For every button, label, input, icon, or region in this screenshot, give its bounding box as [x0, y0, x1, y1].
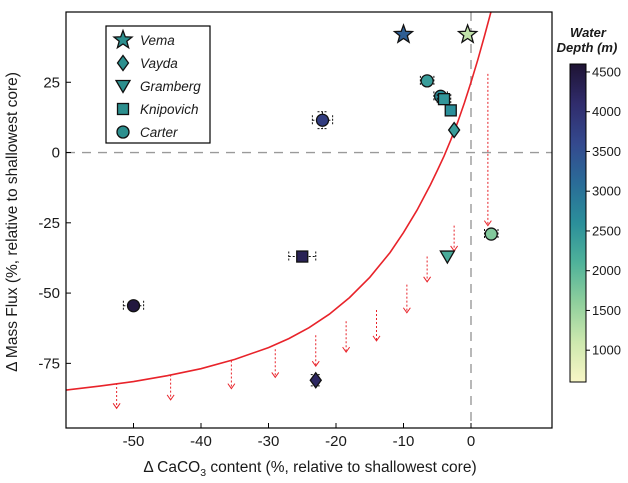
legend-marker: [116, 102, 130, 116]
legend-label: Vema: [140, 33, 175, 48]
dropdown-arrow: [342, 321, 351, 353]
plot-frame: [65, 11, 553, 429]
model-curve: [66, 12, 492, 391]
colorbar-tick-label: 2000: [592, 263, 621, 278]
colorbar-tick-label: 1000: [592, 343, 621, 358]
point-marker: [315, 113, 330, 127]
x-tick-label: -10: [393, 433, 415, 450]
data-point-knipovich: [444, 104, 457, 117]
colorbar-title-line1: Water: [570, 25, 607, 40]
data-point-gramberg: [439, 250, 456, 265]
dropdown-arrow: [402, 284, 411, 314]
point-marker: [444, 104, 457, 117]
colorbar-title-line2: Depth (m): [557, 40, 618, 55]
y-tick-label: -75: [38, 355, 60, 372]
dropdown-arrow: [227, 360, 236, 390]
colorbar-tick-label: 1500: [592, 303, 621, 318]
dropdown-arrows: [112, 73, 492, 410]
x-tick-label: -50: [123, 433, 145, 450]
point-marker: [420, 74, 434, 88]
point-marker: [439, 250, 456, 265]
legend-label: Carter: [140, 125, 178, 140]
y-tick-label: 25: [43, 74, 60, 91]
point-marker: [456, 23, 479, 44]
y-tick-label: -25: [38, 215, 60, 232]
legend-entry-knipovich: Knipovich: [116, 102, 199, 117]
legend-marker: [116, 54, 130, 72]
data-point-knipovich: [288, 250, 317, 263]
data-point-vema: [456, 23, 479, 44]
colorbar-tick-label: 3500: [592, 144, 621, 159]
data-point-carter: [484, 227, 499, 241]
legend-marker: [112, 28, 134, 50]
legend: Vema Vayda Gramberg Knipovich Carter: [105, 25, 211, 144]
dropdown-arrow: [483, 73, 492, 227]
x-axis-label-pre: Δ CaCO: [143, 459, 200, 476]
data-point-knipovich: [436, 92, 452, 106]
point-marker: [437, 92, 451, 106]
colorbar-tick-label: 2500: [592, 223, 621, 238]
point-marker: [126, 299, 141, 313]
colorbar-gradient: [569, 63, 587, 383]
legend-entry-carter: Carter: [116, 125, 178, 140]
point-marker: [296, 250, 309, 263]
legend-marker: [116, 125, 130, 139]
dropdown-arrow: [311, 335, 320, 368]
x-tick-label: -40: [190, 433, 212, 450]
legend-label: Knipovich: [140, 102, 199, 117]
point-marker: [484, 227, 498, 241]
x-axis-label: Δ CaCO3 content (%, relative to shallowe…: [143, 459, 476, 479]
x-axis-label-post: content (%, relative to shallowest core): [206, 459, 477, 476]
legend-marker: [114, 79, 132, 94]
data-point-carter: [311, 111, 334, 130]
x-axis-label-sub: 3: [200, 467, 206, 479]
legend-entry-vayda: Vayda: [116, 54, 178, 72]
colorbar-tick-label: 3000: [592, 184, 621, 199]
y-tick-label: 0: [52, 145, 60, 162]
data-point-carter: [419, 74, 435, 88]
point-marker: [309, 371, 323, 389]
data-point-vayda: [447, 121, 461, 139]
colorbar: Water Depth (m) 4500 4000 3500 3000 2500 2000…: [557, 25, 621, 383]
data-points: [122, 23, 499, 389]
y-tick-label: -50: [38, 285, 60, 302]
dropdown-arrow: [271, 349, 280, 379]
y-axis-ticks: 25 0 -25 -50 -75: [38, 74, 71, 372]
dropdown-arrow: [423, 256, 432, 283]
x-axis-ticks: -50 -40 -30 -20 -10 0: [123, 423, 475, 450]
y-axis-label: Δ Mass Flux (%, relative to shallowest c…: [4, 72, 21, 372]
x-tick-label: 0: [467, 433, 475, 450]
colorbar-tick-label: 4000: [592, 104, 621, 119]
point-marker: [392, 23, 415, 44]
colorbar-tick-label: 4500: [592, 64, 621, 79]
legend-label: Vayda: [140, 56, 178, 71]
legend-entry-vema: Vema: [112, 28, 175, 50]
dropdown-arrow: [112, 383, 121, 410]
data-point-carter: [122, 299, 145, 313]
data-point-vayda: [309, 371, 323, 389]
data-point-vema: [392, 23, 415, 44]
x-tick-label: -20: [325, 433, 347, 450]
x-tick-label: -30: [258, 433, 280, 450]
point-marker: [447, 121, 461, 139]
legend-entry-gramberg: Gramberg: [114, 79, 201, 94]
dropdown-arrow: [166, 374, 175, 401]
dropdown-arrow: [450, 225, 459, 252]
legend-label: Gramberg: [140, 79, 201, 94]
dropdown-arrow: [372, 309, 381, 342]
